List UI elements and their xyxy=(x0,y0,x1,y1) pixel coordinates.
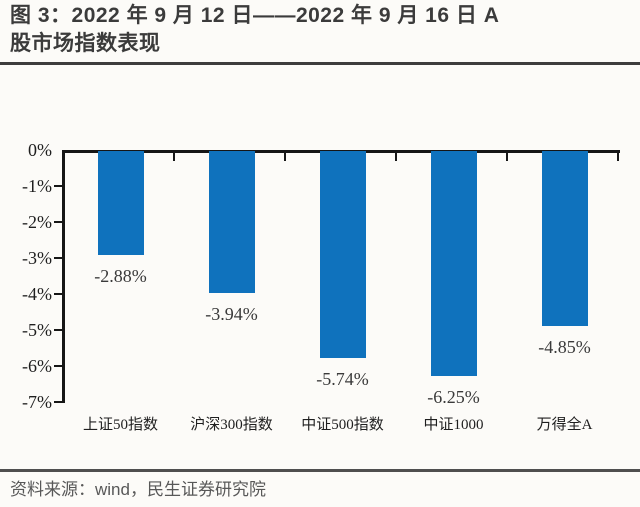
y-tick-label: -3% xyxy=(22,248,52,268)
x-axis-tick xyxy=(395,153,397,161)
y-axis-tick xyxy=(54,365,62,367)
x-category-label: 万得全A xyxy=(536,417,593,433)
figure-title: 图 3：2022 年 9 月 12 日——2022 年 9 月 16 日 A 股… xyxy=(10,2,634,58)
source-note: 资料来源：wind，民生证券研究院 xyxy=(10,480,266,499)
x-category-label: 中证1000 xyxy=(423,417,484,433)
y-axis-tick xyxy=(54,185,62,187)
x-category-label: 中证500指数 xyxy=(301,417,384,433)
bar-value-label: -6.25% xyxy=(427,387,480,407)
y-tick-label: 0% xyxy=(28,140,52,160)
bar xyxy=(430,151,477,376)
bar xyxy=(208,151,255,293)
y-axis-tick xyxy=(54,401,62,403)
bar-value-label: -5.74% xyxy=(316,369,369,389)
x-axis-tick xyxy=(173,153,175,161)
x-axis-tick xyxy=(284,153,286,161)
y-axis-tick xyxy=(54,221,62,223)
title-divider xyxy=(0,62,640,65)
y-tick-label: -2% xyxy=(22,212,52,232)
y-axis-tick xyxy=(54,293,62,295)
bar xyxy=(319,151,366,358)
y-axis-line xyxy=(62,150,65,403)
y-tick-label: -4% xyxy=(22,284,52,304)
y-axis-tick xyxy=(54,329,62,331)
bar-value-label: -2.88% xyxy=(94,266,147,286)
figure-title-line1: 图 3：2022 年 9 月 12 日——2022 年 9 月 16 日 A xyxy=(10,4,500,27)
footer-divider xyxy=(0,469,640,472)
y-tick-label: -7% xyxy=(22,392,52,412)
y-tick-label: -1% xyxy=(22,176,52,196)
y-tick-label: -5% xyxy=(22,320,52,340)
x-category-label: 沪深300指数 xyxy=(190,417,273,433)
bar xyxy=(97,151,144,255)
bar xyxy=(541,151,588,326)
x-axis-tick xyxy=(506,153,508,161)
y-tick-label: -6% xyxy=(22,356,52,376)
x-category-label: 上证50指数 xyxy=(82,417,158,433)
bar-value-label: -3.94% xyxy=(205,304,258,324)
y-axis-tick xyxy=(54,257,62,259)
figure-title-line2: 股市场指数表现 xyxy=(10,32,161,55)
bar-value-label: -4.85% xyxy=(538,337,591,357)
x-axis-tick xyxy=(617,153,619,161)
